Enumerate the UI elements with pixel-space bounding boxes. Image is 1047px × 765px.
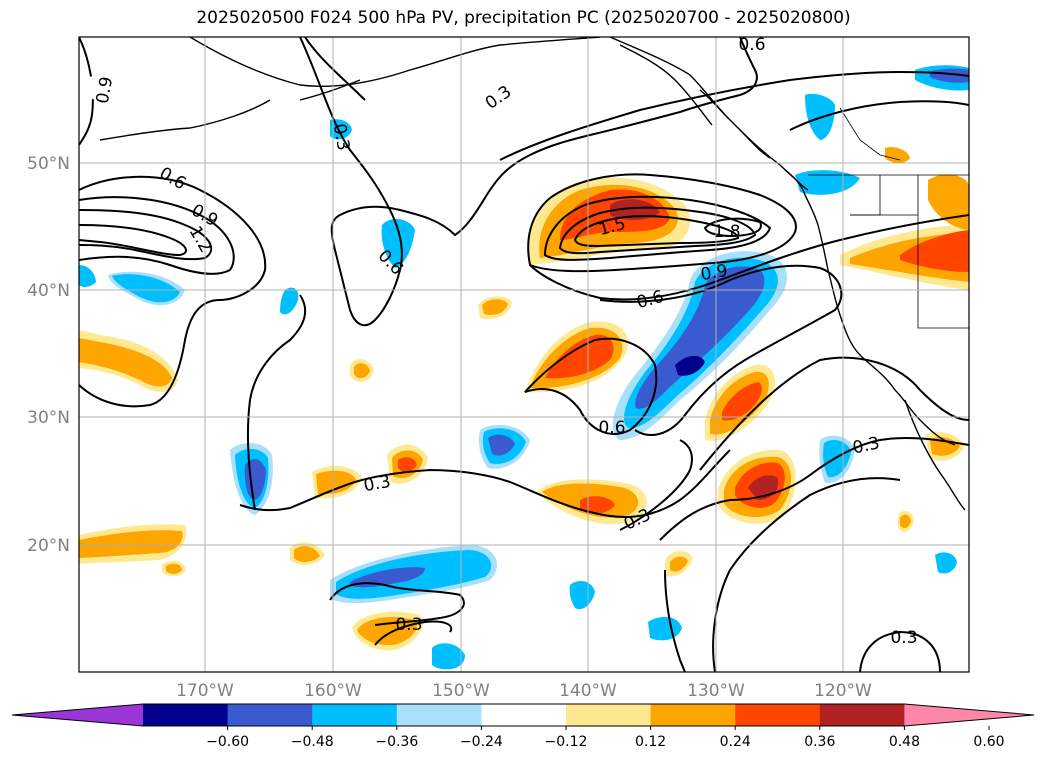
- lon-label-160w: 160°W: [304, 681, 362, 701]
- graticule: [79, 37, 969, 672]
- precip-positive-shading: [79, 147, 969, 651]
- colorbar-tick-label: −0.60: [206, 734, 249, 750]
- contour-label: 0.3: [329, 122, 353, 152]
- colorbar-tick-label: −0.48: [291, 734, 334, 750]
- pv-contours: [79, 37, 969, 672]
- colorbar-segment: [143, 704, 229, 726]
- lon-label-170w: 170°W: [176, 681, 234, 701]
- colorbar-tick-label: 0.60: [973, 734, 1004, 750]
- colorbar: −0.60 −0.48 −0.36 −0.24 −0.12 0.12 0.24 0.36 0.4…: [11, 703, 1035, 750]
- colorbar-tick-label: −0.36: [375, 734, 418, 750]
- contour-label: 0.3: [890, 628, 917, 648]
- colorbar-tick-label: 0.12: [635, 734, 666, 750]
- latitude-labels: 50°N 40°N 30°N 20°N: [27, 154, 70, 556]
- colorbar-tick-label: −0.24: [460, 734, 503, 750]
- colorbar-segment: [650, 704, 736, 726]
- lon-label-130w: 130°W: [687, 681, 745, 701]
- lat-label-20n: 20°N: [27, 536, 70, 556]
- contour-label: 0.9: [93, 75, 117, 105]
- contour-label: 0.6: [738, 35, 765, 55]
- colorbar-segment: [227, 704, 313, 726]
- colorbar-tick-label: 0.36: [804, 734, 835, 750]
- contour-label: 0.3: [362, 472, 392, 496]
- colorbar-segment: [481, 704, 567, 726]
- contour-label: 0.9: [699, 261, 729, 285]
- colorbar-tick-label: −0.12: [545, 734, 588, 750]
- colorbar-tick-label: 0.48: [889, 734, 920, 750]
- contour-label: 0.3: [395, 615, 422, 635]
- colorbar-extend-max: [904, 704, 1034, 726]
- precip-negative-shading: [79, 65, 969, 670]
- lat-label-40n: 40°N: [27, 281, 70, 301]
- lon-label-120w: 120°W: [814, 681, 872, 701]
- lon-label-150w: 150°W: [432, 681, 490, 701]
- longitude-labels: 170°W 160°W 150°W 140°W 130°W 120°W: [176, 681, 872, 701]
- colorbar-segment: [312, 704, 398, 726]
- lat-label-50n: 50°N: [27, 154, 70, 174]
- colorbar-tick-label: 0.24: [720, 734, 751, 750]
- map-title: 2025020500 F024 500 hPa PV, precipitatio…: [196, 8, 851, 28]
- colorbar-outline: [11, 703, 1035, 727]
- map-frame: [78, 36, 970, 673]
- colorbar-extend-min: [12, 704, 143, 726]
- borders: [808, 107, 969, 329]
- colorbar-segment: [819, 704, 905, 726]
- map-area: [79, 37, 969, 672]
- colorbar-segment: [566, 704, 652, 726]
- lat-label-30n: 30°N: [27, 408, 70, 428]
- lon-label-140w: 140°W: [559, 681, 617, 701]
- colorbar-segment: [735, 704, 821, 726]
- contour-label: 0.6: [598, 418, 625, 438]
- contour-label: 1.8: [713, 222, 740, 242]
- colorbar-segment: [396, 704, 482, 726]
